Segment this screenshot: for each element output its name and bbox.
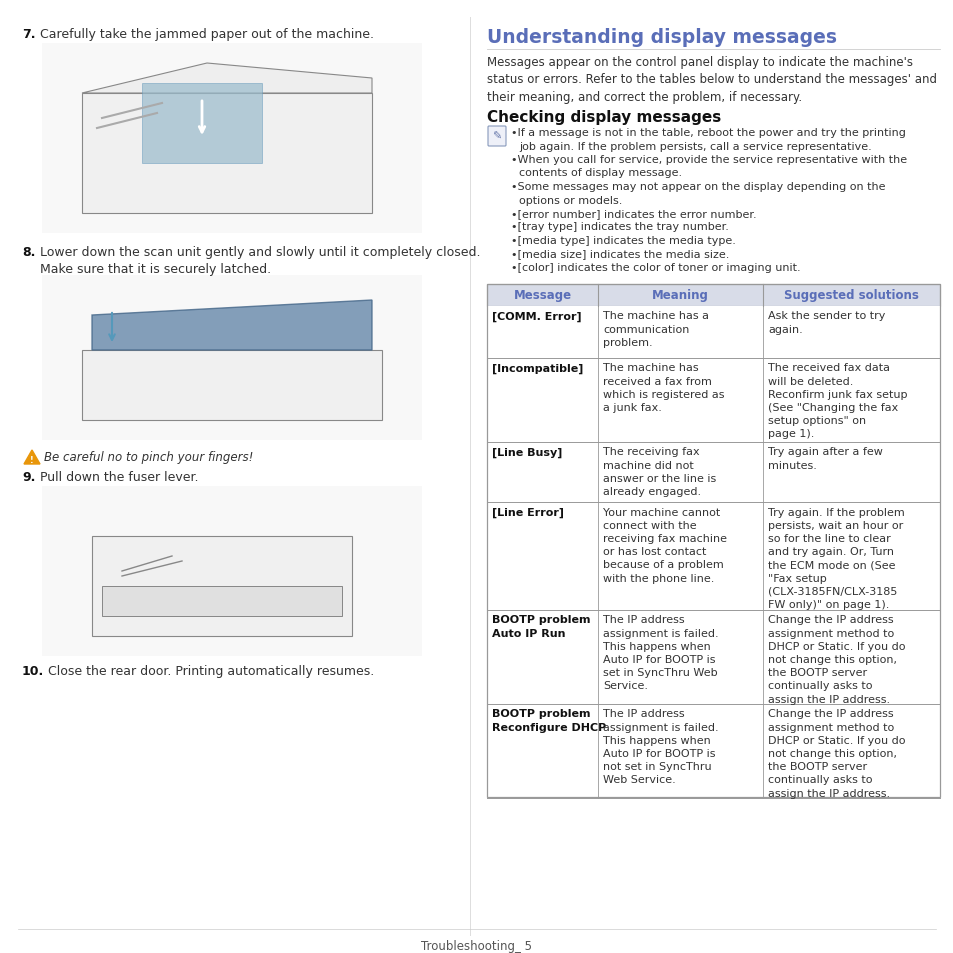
Polygon shape <box>91 301 372 351</box>
Text: Ask the sender to try
again.: Ask the sender to try again. <box>767 312 884 335</box>
Text: •If a message is not in the table, reboot the power and try the printing: •If a message is not in the table, reboo… <box>511 128 905 138</box>
Bar <box>42 486 421 657</box>
Text: The IP address
assignment is failed.
This happens when
Auto IP for BOOTP is
not : The IP address assignment is failed. Thi… <box>602 709 718 784</box>
Text: •[error number] indicates the error number.: •[error number] indicates the error numb… <box>511 209 756 219</box>
Bar <box>142 84 262 164</box>
Text: job again. If the problem persists, call a service representative.: job again. If the problem persists, call… <box>518 141 871 152</box>
Text: options or models.: options or models. <box>518 195 621 205</box>
Text: The receiving fax
machine did not
answer or the line is
already engaged.: The receiving fax machine did not answer… <box>602 447 716 497</box>
Bar <box>486 284 939 306</box>
Bar <box>486 306 939 358</box>
Bar <box>486 358 939 442</box>
Text: Lower down the scan unit gently and slowly until it completely closed.
Make sure: Lower down the scan unit gently and slow… <box>40 246 480 275</box>
Bar <box>486 610 939 703</box>
Text: •[media type] indicates the media type.: •[media type] indicates the media type. <box>511 235 735 246</box>
Text: Pull down the fuser lever.: Pull down the fuser lever. <box>40 471 198 483</box>
Text: BOOTP problem
Reconfigure DHCP: BOOTP problem Reconfigure DHCP <box>492 709 605 732</box>
Text: •[color] indicates the color of toner or imaging unit.: •[color] indicates the color of toner or… <box>511 263 800 273</box>
Bar <box>91 537 352 637</box>
Text: Meaning: Meaning <box>652 289 708 302</box>
Polygon shape <box>82 64 372 94</box>
Bar <box>82 351 381 420</box>
Text: The machine has
received a fax from
which is registered as
a junk fax.: The machine has received a fax from whic… <box>602 363 723 413</box>
Bar <box>102 586 341 617</box>
Text: The IP address
assignment is failed.
This happens when
Auto IP for BOOTP is
set : The IP address assignment is failed. Thi… <box>602 615 718 691</box>
Text: Try again. If the problem
persists, wait an hour or
so for the line to clear
and: Try again. If the problem persists, wait… <box>767 507 904 609</box>
Text: Messages appear on the control panel display to indicate the machine's
status or: Messages appear on the control panel dis… <box>486 56 936 104</box>
Bar <box>486 703 939 798</box>
Bar <box>42 275 421 440</box>
Text: !: ! <box>30 456 33 465</box>
Bar <box>486 502 939 610</box>
Text: Understanding display messages: Understanding display messages <box>486 28 836 47</box>
Text: Change the IP address
assignment method to
DHCP or Static. If you do
not change : Change the IP address assignment method … <box>767 615 905 704</box>
Bar <box>486 442 939 502</box>
Text: •Some messages may not appear on the display depending on the: •Some messages may not appear on the dis… <box>511 182 884 192</box>
Text: Checking display messages: Checking display messages <box>486 110 720 125</box>
Text: The machine has a
communication
problem.: The machine has a communication problem. <box>602 312 708 348</box>
Text: 8.: 8. <box>22 246 35 258</box>
FancyBboxPatch shape <box>488 127 505 147</box>
Text: Troubleshooting_ 5: Troubleshooting_ 5 <box>421 939 532 952</box>
Bar <box>486 284 939 798</box>
Text: •[media size] indicates the media size.: •[media size] indicates the media size. <box>511 250 729 259</box>
Text: contents of display message.: contents of display message. <box>518 169 681 178</box>
Text: [Line Error]: [Line Error] <box>492 507 563 517</box>
Text: Try again after a few
minutes.: Try again after a few minutes. <box>767 447 882 470</box>
Bar <box>486 284 939 306</box>
Text: BOOTP problem
Auto IP Run: BOOTP problem Auto IP Run <box>492 615 590 638</box>
Text: Carefully take the jammed paper out of the machine.: Carefully take the jammed paper out of t… <box>40 28 374 41</box>
Text: •[tray type] indicates the tray number.: •[tray type] indicates the tray number. <box>511 222 728 233</box>
Polygon shape <box>24 451 40 464</box>
Text: Message: Message <box>513 289 571 302</box>
Text: Be careful no to pinch your fingers!: Be careful no to pinch your fingers! <box>44 451 253 463</box>
Text: Suggested solutions: Suggested solutions <box>783 289 918 302</box>
Text: 9.: 9. <box>22 471 35 483</box>
Text: Your machine cannot
connect with the
receiving fax machine
or has lost contact
b: Your machine cannot connect with the rec… <box>602 507 726 583</box>
Text: [COMM. Error]: [COMM. Error] <box>492 312 581 321</box>
Text: [Line Busy]: [Line Busy] <box>492 447 561 457</box>
Bar <box>42 44 421 233</box>
Text: Change the IP address
assignment method to
DHCP or Static. If you do
not change : Change the IP address assignment method … <box>767 709 905 798</box>
Text: The received fax data
will be deleted.
Reconfirm junk fax setup
(See "Changing t: The received fax data will be deleted. R… <box>767 363 907 439</box>
Text: 7.: 7. <box>22 28 35 41</box>
Text: •When you call for service, provide the service representative with the: •When you call for service, provide the … <box>511 154 906 165</box>
Text: Close the rear door. Printing automatically resumes.: Close the rear door. Printing automatica… <box>48 664 374 678</box>
Bar <box>82 94 372 213</box>
Text: 10.: 10. <box>22 664 44 678</box>
Text: [Incompatible]: [Incompatible] <box>492 363 583 374</box>
Text: ✎: ✎ <box>492 132 501 142</box>
